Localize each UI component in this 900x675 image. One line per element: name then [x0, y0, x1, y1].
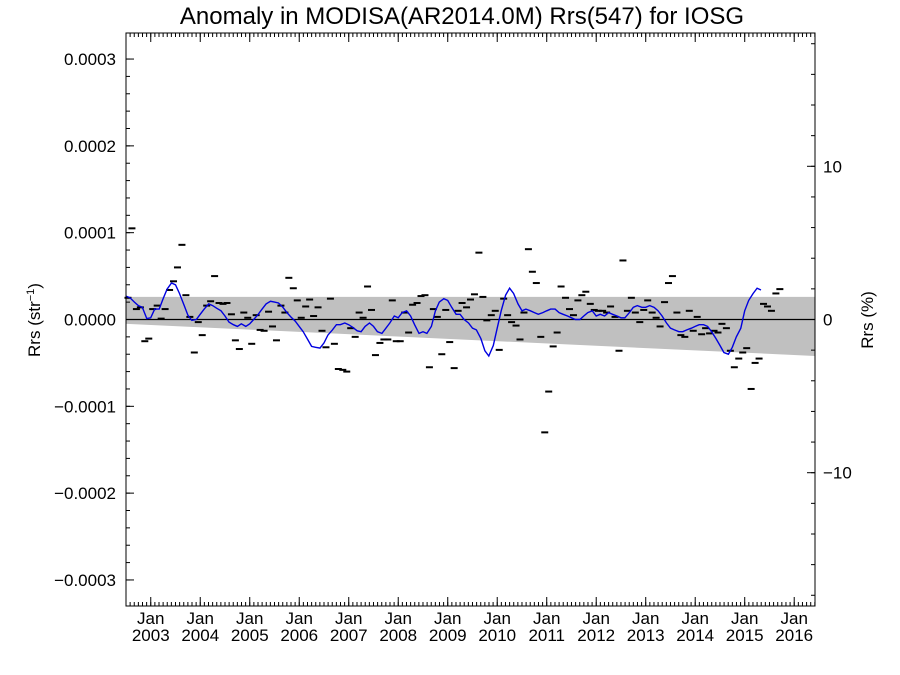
right-y-axis-label: Rrs (%) [858, 291, 877, 349]
x-tick-year-label-10: 2013 [627, 626, 665, 645]
x-tick-year-label-7: 2010 [478, 626, 516, 645]
right-tick-label-0: 10 [823, 157, 842, 176]
left-y-axis-label: Rrs (str−1) [25, 283, 44, 357]
left-tick-label-3: 0.0000 [64, 311, 116, 330]
plot-area [124, 227, 815, 434]
x-tick-year-label-12: 2015 [726, 626, 764, 645]
x-tick-year-label-2: 2005 [231, 626, 269, 645]
x-tick-month-label-3: Jan [286, 609, 313, 628]
x-tick-month-label-7: Jan [484, 609, 511, 628]
x-tick-year-label-8: 2011 [528, 626, 565, 645]
x-tick-month-label-8: Jan [533, 609, 560, 628]
x-tick-month-label-1: Jan [187, 609, 214, 628]
left-tick-label-4: −0.0001 [54, 397, 116, 416]
smoothed-anomaly-line [125, 282, 762, 358]
x-tick-year-label-4: 2007 [330, 626, 368, 645]
left-tick-label-2: 0.0001 [64, 224, 116, 243]
left-tick-label-1: 0.0002 [64, 137, 116, 156]
chart-title: Anomaly in MODISA(AR2014.0M) Rrs(547) fo… [180, 3, 744, 30]
x-axis: Jan2003Jan2004Jan2005Jan2006Jan2007Jan20… [125, 33, 816, 645]
x-tick-month-label-0: Jan [137, 609, 164, 628]
x-tick-year-label-11: 2014 [676, 626, 714, 645]
x-tick-month-label-5: Jan [385, 609, 412, 628]
left-tick-label-6: −0.0003 [54, 571, 116, 590]
x-tick-month-label-9: Jan [583, 609, 610, 628]
x-tick-month-label-2: Jan [236, 609, 263, 628]
x-tick-year-label-3: 2006 [280, 626, 318, 645]
x-tick-year-label-0: 2003 [132, 626, 170, 645]
x-tick-month-label-4: Jan [335, 609, 362, 628]
right-tick-label-1: 0 [823, 311, 832, 330]
left-tick-label-5: −0.0002 [54, 484, 116, 503]
x-tick-month-label-12: Jan [731, 609, 758, 628]
x-tick-month-label-13: Jan [781, 609, 808, 628]
right-y-axis: 10 0 −10 [807, 43, 852, 596]
x-tick-year-label-1: 2004 [181, 626, 219, 645]
left-y-axis: 0.0003 0.0002 0.0001 0.0000 −0.0001 −0.0002 −0… [54, 50, 134, 590]
x-tick-month-label-6: Jan [434, 609, 461, 628]
x-tick-year-label-5: 2008 [379, 626, 417, 645]
x-tick-month-label-11: Jan [682, 609, 709, 628]
right-tick-label-2: −10 [823, 464, 852, 483]
left-tick-label-0: 0.0003 [64, 50, 116, 69]
x-tick-year-label-9: 2012 [577, 626, 615, 645]
x-tick-year-label-6: 2009 [429, 626, 467, 645]
x-tick-year-label-13: 2016 [775, 626, 813, 645]
x-tick-month-label-10: Jan [632, 609, 659, 628]
